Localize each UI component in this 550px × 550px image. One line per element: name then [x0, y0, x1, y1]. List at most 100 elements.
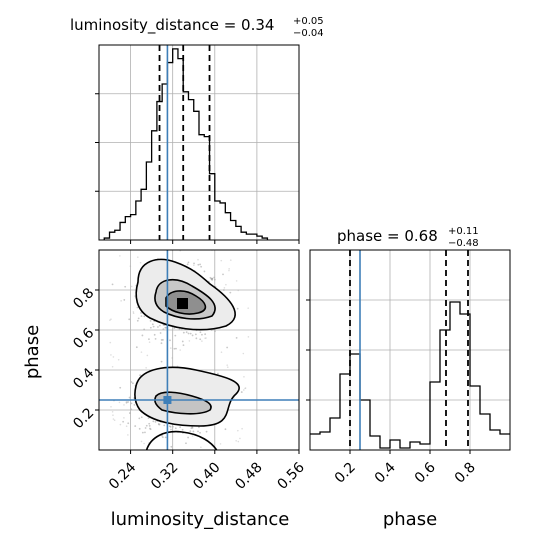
scatter-point: [189, 430, 192, 433]
hist-phase-xtick-label: 0.4: [372, 459, 399, 486]
contour-ytick-label: 0.4: [70, 365, 97, 392]
scatter-point: [173, 327, 176, 330]
scatter-point: [170, 445, 173, 448]
scatter-point: [243, 375, 245, 378]
scatter-point: [224, 428, 227, 431]
scatter-point: [140, 416, 143, 419]
scatter-point: [112, 414, 114, 417]
scatter-point: [154, 420, 157, 423]
scatter-point: [140, 315, 143, 318]
scatter-point: [225, 283, 227, 286]
scatter-point: [123, 404, 125, 406]
scatter-point: [200, 446, 202, 449]
truth-marker: [163, 396, 172, 404]
scatter-point: [228, 268, 230, 270]
scatter-point: [191, 435, 194, 437]
scatter-point: [148, 422, 151, 425]
scatter-point: [128, 396, 131, 399]
scatter-point: [200, 265, 203, 268]
scatter-point: [109, 319, 111, 321]
scatter-point: [169, 347, 172, 349]
scatter-point: [149, 326, 152, 329]
scatter-point: [143, 315, 146, 318]
scatter-point: [138, 427, 141, 430]
scatter-point: [110, 318, 112, 320]
scatter-point: [122, 420, 125, 423]
scatter-point: [160, 342, 163, 345]
scatter-point: [140, 351, 143, 353]
scatter-point: [229, 259, 232, 261]
hist-phase-title-main: phase = 0.68: [337, 227, 438, 245]
scatter-point: [160, 360, 163, 363]
scatter-point: [235, 336, 238, 339]
hist-phase-title-sup: +0.11: [448, 226, 479, 237]
scatter-point: [148, 341, 151, 343]
scatter-point: [174, 427, 177, 430]
scatter-point: [193, 262, 195, 265]
scatter-point: [139, 261, 142, 264]
hist-phase-title: phase = 0.68: [337, 227, 438, 245]
scatter-point: [112, 356, 115, 358]
scatter-point: [175, 347, 177, 350]
scatter-point: [149, 427, 151, 430]
scatter-point: [205, 337, 207, 339]
scatter-point: [127, 422, 130, 425]
scatter-point: [120, 300, 122, 302]
scatter-point: [162, 339, 164, 341]
scatter-point: [157, 326, 159, 328]
scatter-point: [220, 351, 223, 354]
scatter-point: [237, 429, 239, 432]
contour-ytick-label: 0.6: [70, 325, 97, 352]
scatter-point: [118, 401, 121, 404]
scatter-point: [185, 442, 187, 445]
scatter-point: [128, 318, 131, 321]
scatter-point: [237, 440, 240, 443]
scatter-point: [130, 285, 133, 288]
scatter-point: [110, 354, 112, 356]
scatter-point: [109, 341, 112, 344]
scatter-point: [138, 417, 141, 420]
scatter-point: [113, 419, 116, 422]
bottom-edge-contour: [145, 430, 218, 450]
scatter-point: [125, 401, 128, 404]
scatter-point: [241, 427, 243, 430]
scatter-point: [152, 325, 155, 328]
scatter-point: [219, 443, 222, 445]
scatter-point: [209, 276, 212, 279]
scatter-point: [157, 423, 160, 425]
scatter-point: [217, 372, 219, 375]
contour-xtick-label: 0.24: [106, 459, 139, 492]
scatter-point: [240, 391, 243, 393]
hist-luminosity-distance-title-sup: +0.05: [293, 16, 324, 27]
lower-mode-contour-inner: [154, 391, 212, 415]
scatter-point: [119, 423, 122, 426]
scatter-point: [182, 331, 185, 334]
scatter-point: [169, 426, 172, 428]
scatter-point: [199, 338, 202, 341]
scatter-point: [146, 354, 149, 357]
scatter-point: [148, 338, 150, 341]
scatter-point: [127, 401, 129, 403]
scatter-point: [244, 387, 247, 389]
hist-phase-xtick-label: 0.8: [452, 460, 479, 487]
scatter-point: [133, 404, 136, 406]
scatter-point: [124, 285, 127, 288]
scatter-point: [197, 263, 200, 266]
hist-luminosity-distance-title-main: luminosity_distance = 0.34: [70, 16, 274, 35]
scatter-point: [229, 291, 232, 294]
scatter-point: [186, 263, 189, 266]
hist-luminosity-distance-title: luminosity_distance = 0.34: [70, 16, 274, 35]
scatter-point: [144, 431, 146, 434]
scatter-point: [139, 374, 141, 377]
panel-hist-luminosity-distance: luminosity_distance = 0.34 +0.05 −0.04: [70, 16, 324, 244]
scatter-point: [185, 331, 188, 334]
scatter-point: [143, 442, 145, 445]
lower-mode-contour-outer: [134, 366, 240, 427]
scatter-point: [226, 346, 229, 349]
scatter-point: [235, 280, 238, 282]
scatter-point: [147, 417, 150, 420]
upper-mode-contour-mid: [154, 279, 216, 320]
scatter-point: [117, 358, 120, 361]
scatter-point: [173, 347, 176, 350]
panel-hist-phase: 0.2 0.4 0.6 0.8 phase = 0.68 +0.11 −0.48: [306, 226, 511, 487]
